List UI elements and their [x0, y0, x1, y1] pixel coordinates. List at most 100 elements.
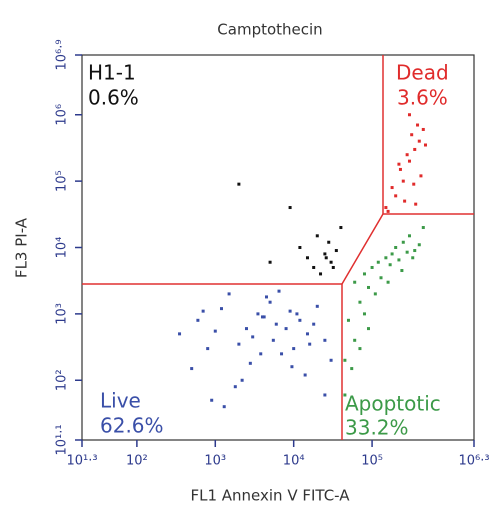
point — [334, 249, 338, 253]
point — [421, 226, 425, 230]
y-axis-label: FL3 PI-A — [13, 217, 31, 278]
point — [290, 365, 294, 369]
point — [264, 295, 268, 299]
point — [346, 318, 350, 322]
point — [315, 234, 319, 238]
point — [358, 300, 362, 304]
point — [295, 312, 299, 316]
points — [178, 113, 427, 409]
point — [384, 206, 388, 210]
point — [350, 367, 354, 371]
gate-percent: 33.2% — [345, 416, 409, 440]
point — [412, 182, 416, 186]
plot-frame — [81, 54, 475, 441]
point — [251, 335, 255, 339]
point — [410, 133, 414, 137]
gate-line — [341, 213, 474, 285]
point — [323, 338, 327, 342]
point — [259, 352, 263, 356]
point — [394, 246, 398, 250]
y-tick-label: 10⁶ — [55, 104, 70, 126]
x-tick-label: 10⁶·³ — [458, 454, 489, 469]
point — [268, 300, 272, 304]
point — [417, 243, 421, 247]
point — [362, 312, 366, 316]
point — [419, 174, 423, 178]
gate-percent: 3.6% — [397, 86, 448, 110]
point — [373, 292, 377, 296]
point — [421, 127, 425, 131]
gate-name: Apoptotic — [345, 392, 441, 416]
point — [210, 398, 214, 402]
point — [379, 276, 383, 280]
point — [423, 143, 427, 147]
point — [376, 260, 380, 264]
point — [407, 113, 411, 117]
point — [305, 332, 309, 336]
gate-name: H1-1 — [88, 61, 136, 85]
y-tick-label: 10¹·¹ — [55, 424, 70, 455]
gates — [82, 55, 474, 440]
point — [414, 202, 418, 206]
point — [248, 361, 252, 365]
point — [256, 312, 260, 316]
point — [298, 318, 302, 322]
point — [353, 280, 357, 284]
gate-name: Dead — [396, 61, 449, 85]
point — [308, 342, 312, 346]
point — [413, 249, 417, 253]
x-tick-label: 10² — [126, 454, 148, 469]
point — [280, 352, 284, 356]
point — [413, 147, 417, 151]
point — [400, 269, 404, 273]
point — [237, 182, 241, 186]
point — [403, 199, 407, 203]
point — [397, 258, 401, 262]
point — [353, 338, 357, 342]
point — [390, 252, 394, 256]
point — [237, 342, 241, 346]
y-tick-label: 10⁶·⁹ — [55, 39, 70, 70]
y-tick-label: 10⁴ — [55, 237, 70, 259]
point — [366, 285, 370, 289]
point — [312, 265, 316, 269]
point — [405, 250, 409, 254]
point — [324, 256, 328, 260]
point — [329, 260, 333, 264]
point — [362, 272, 366, 276]
point — [312, 322, 316, 326]
point — [386, 209, 390, 213]
point — [366, 327, 370, 331]
point — [394, 194, 398, 198]
point — [227, 292, 231, 296]
point — [407, 159, 411, 163]
point — [262, 315, 266, 319]
point — [390, 186, 394, 190]
point — [386, 280, 390, 284]
point — [319, 272, 323, 276]
point — [274, 322, 278, 326]
point — [240, 378, 244, 382]
point — [178, 332, 182, 336]
point — [384, 256, 388, 260]
point — [292, 347, 296, 351]
point — [213, 329, 217, 333]
gate-percent: 0.6% — [88, 86, 139, 110]
point — [417, 139, 421, 143]
point — [315, 304, 319, 308]
point — [298, 246, 302, 250]
x-tick-label: 10⁴ — [283, 454, 305, 469]
point — [358, 347, 362, 351]
gate-name: Live — [100, 389, 141, 413]
point — [222, 405, 226, 409]
x-tick-label: 10³ — [204, 454, 226, 469]
point — [277, 289, 281, 293]
point — [233, 385, 237, 389]
point — [401, 179, 405, 183]
x-tick-label: 10¹·³ — [66, 454, 97, 469]
point — [388, 263, 392, 267]
point — [331, 265, 335, 269]
point — [407, 234, 411, 238]
